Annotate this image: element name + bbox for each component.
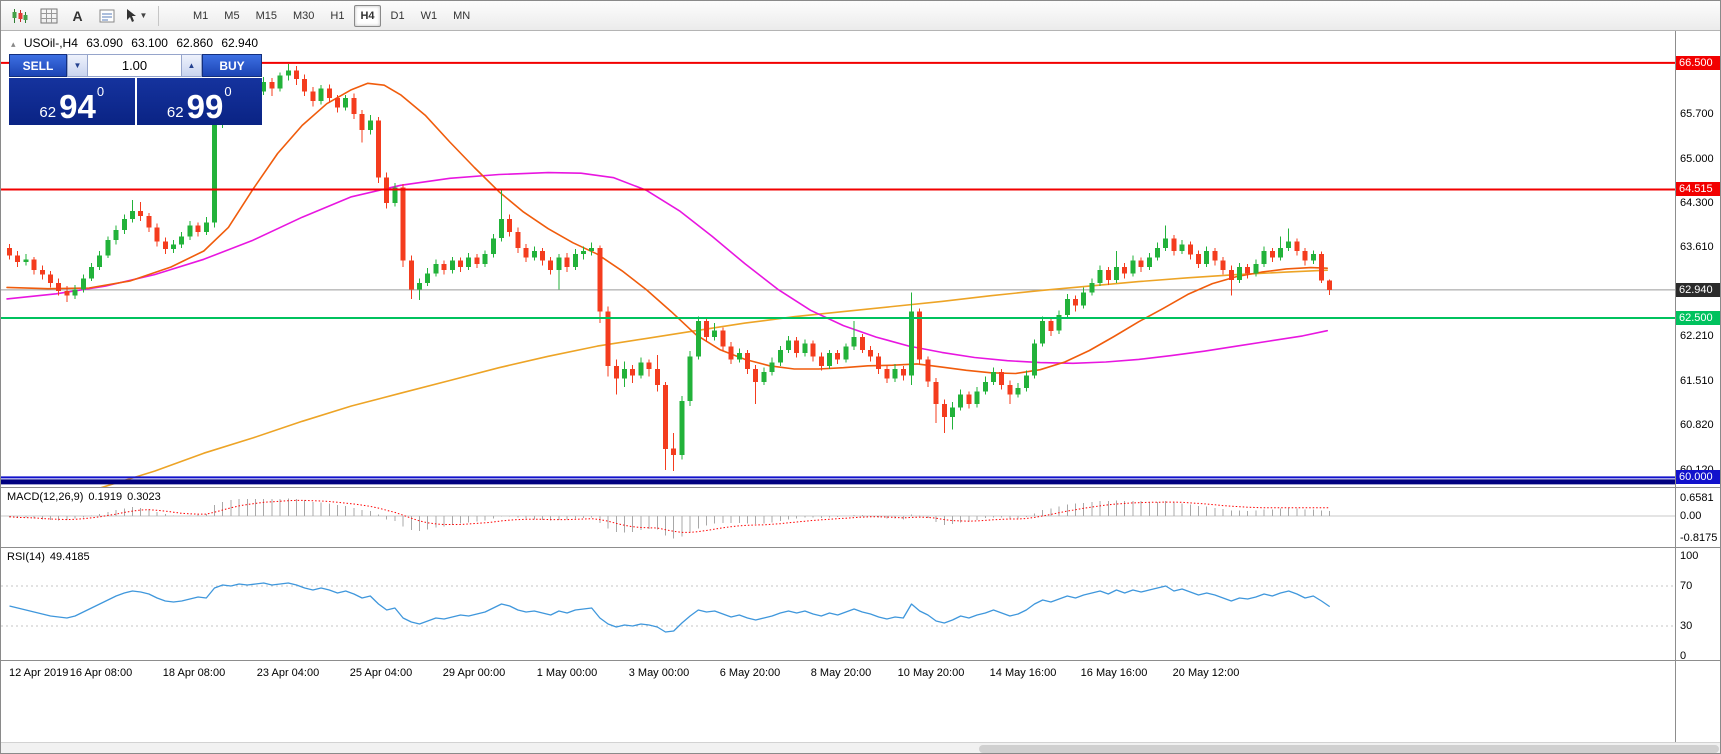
chart-area[interactable]: ▴ USOil-,H4 63.090 63.100 62.860 62.940 … — [1, 31, 1720, 753]
ohlc-close: 62.940 — [221, 36, 259, 50]
time-axis-label: 14 May 16:00 — [989, 667, 1057, 679]
ma-line-magenta — [6, 171, 1328, 365]
price-tick-label: 63.610 — [1680, 241, 1714, 254]
rsi-line — [9, 582, 1331, 633]
time-axis-label: 12 Apr 2019 — [9, 667, 69, 679]
template-box-icon[interactable] — [93, 4, 120, 28]
ohlc-open: 63.090 — [86, 36, 123, 50]
timeframe-m5[interactable]: M5 — [218, 5, 245, 27]
macd-main-value: 0.1919 — [88, 491, 123, 503]
rsi-axis-label: 30 — [1680, 620, 1693, 632]
panel-separator-rsi[interactable] — [1, 547, 1720, 548]
price-tick-label: 62.210 — [1680, 330, 1714, 343]
price-tick-label: 65.000 — [1680, 152, 1714, 165]
ask-big-figure: 62 — [166, 103, 184, 121]
macd-label: MACD(12,26,9) 0.1919 0.3023 — [7, 491, 161, 503]
symbol-name: USOil-,H4 — [23, 36, 78, 50]
time-axis-label: 6 May 20:00 — [719, 667, 781, 679]
timeframe-m30[interactable]: M30 — [287, 5, 320, 27]
toolbar-separator — [158, 5, 159, 26]
timeframe-h1[interactable]: H1 — [324, 5, 350, 27]
candlestick-series — [7, 64, 1333, 472]
ohlc-high: 63.100 — [131, 36, 168, 50]
macd-svg[interactable] — [1, 488, 1675, 547]
macd-signal-line — [9, 499, 1330, 533]
price-badge: 64.515 — [1676, 182, 1720, 197]
scrollbar-thumb[interactable] — [979, 745, 1719, 753]
ask-price-display[interactable]: 62 99 0 — [136, 78, 262, 125]
price-tick-label: 61.510 — [1680, 375, 1714, 388]
timeframe-m15[interactable]: M15 — [250, 5, 283, 27]
ma-line-gold-slow — [100, 269, 1328, 487]
price-tick-label: 60.820 — [1680, 419, 1714, 432]
candlestick-chart-icon[interactable] — [6, 4, 33, 28]
price-tick-label: 65.700 — [1680, 107, 1714, 120]
time-axis-label: 8 May 20:00 — [810, 667, 872, 679]
timeframe-m1[interactable]: M1 — [187, 5, 214, 27]
ask-pips: 99 — [186, 87, 224, 125]
time-axis-label: 29 Apr 00:00 — [442, 667, 506, 679]
indicators-grid-icon[interactable] — [35, 4, 62, 28]
bid-big-figure: 62 — [39, 103, 57, 121]
symbol-ohlc-line: ▴ USOil-,H4 63.090 63.100 62.860 62.940 — [11, 36, 263, 50]
volume-input[interactable] — [88, 54, 181, 77]
bid-price-display[interactable]: 62 94 0 — [9, 78, 135, 125]
rsi-svg[interactable] — [1, 548, 1675, 660]
toolbar: A ▼ M1 M5 M15 M30 H1 H4 D1 W1 MN — [1, 1, 1720, 31]
price-tick-label: 64.300 — [1680, 197, 1714, 210]
rsi-axis-label: 100 — [1680, 550, 1699, 562]
buy-button[interactable]: BUY — [202, 54, 262, 77]
timeframe-w1[interactable]: W1 — [415, 5, 444, 27]
ohlc-low: 62.860 — [176, 36, 214, 50]
macd-signal-value: 0.3023 — [127, 491, 161, 503]
dropdown-caret-icon: ▼ — [139, 11, 148, 20]
time-axis-label: 16 May 16:00 — [1080, 667, 1148, 679]
price-badge: 62.500 — [1676, 310, 1720, 325]
macd-axis-label: 0.00 — [1680, 510, 1702, 522]
price-badge: 66.500 — [1676, 55, 1720, 70]
volume-decrease-button[interactable]: ▼ — [67, 54, 88, 77]
time-axis-label: 1 May 00:00 — [536, 667, 598, 679]
rsi-value: 49.4185 — [49, 551, 90, 563]
time-axis-label: 16 Apr 08:00 — [69, 667, 133, 679]
rsi-axis-label: 70 — [1680, 580, 1693, 592]
bid-pips: 94 — [59, 87, 96, 125]
cursor-tool-icon[interactable]: ▼ — [122, 4, 149, 28]
volume-increase-button[interactable]: ▲ — [181, 54, 202, 77]
macd-axis-label: 0.6581 — [1680, 492, 1714, 504]
price-axis[interactable]: 65.700 65.000 64.300 63.610 62.210 61.510 60.8… — [1675, 31, 1720, 753]
time-axis-label: 3 May 00:00 — [628, 667, 690, 679]
time-axis-label: 23 Apr 04:00 — [256, 667, 320, 679]
price-badge: 62.940 — [1676, 282, 1720, 297]
horizontal-scrollbar[interactable] — [1, 742, 1720, 753]
main-chart-svg[interactable] — [1, 31, 1675, 487]
macd-axis-label: -0.8175 — [1680, 532, 1718, 544]
rsi-label: RSI(14) 49.4185 — [7, 551, 90, 563]
timeframe-toolbar: M1 M5 M15 M30 H1 H4 D1 W1 MN — [185, 4, 478, 27]
time-axis-label: 25 Apr 04:00 — [349, 667, 413, 679]
panel-separator-macd[interactable] — [1, 487, 1720, 488]
sell-button[interactable]: SELL — [9, 54, 67, 77]
macd-histogram — [9, 498, 1331, 539]
expand-triangle-icon[interactable]: ▴ — [11, 39, 16, 49]
one-click-trade-panel: SELL ▼ ▲ BUY 62 94 0 62 99 0 — [9, 54, 262, 125]
timeframe-mn[interactable]: MN — [447, 5, 476, 27]
bid-point: 0 — [96, 84, 105, 99]
timeframe-d1[interactable]: D1 — [385, 5, 411, 27]
timeframe-h4[interactable]: H4 — [354, 4, 381, 27]
time-axis-label: 10 May 20:00 — [897, 667, 965, 679]
price-badge: 60.000 — [1676, 470, 1720, 485]
ask-point: 0 — [224, 84, 232, 99]
time-axis-label: 18 Apr 08:00 — [162, 667, 226, 679]
panel-separator-timeaxis — [1, 660, 1720, 661]
text-tool-icon[interactable]: A — [64, 4, 91, 28]
time-axis-label: 20 May 12:00 — [1172, 667, 1240, 679]
rsi-axis-label: 0 — [1680, 650, 1687, 662]
